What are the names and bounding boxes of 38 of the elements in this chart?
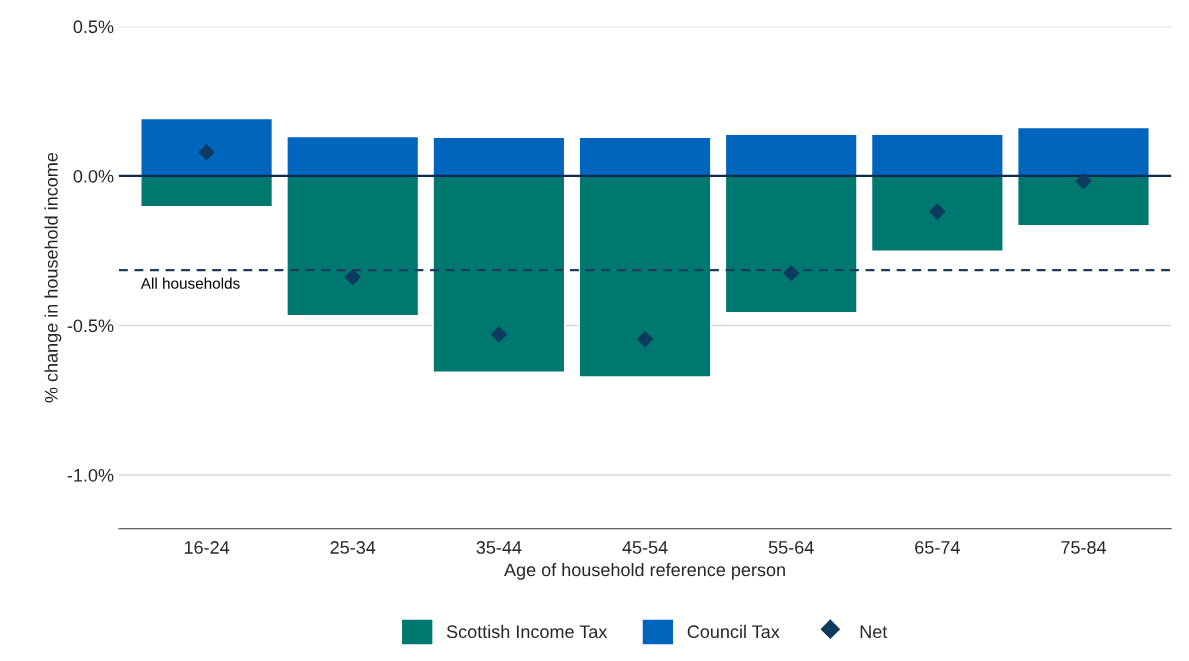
point — [198, 144, 215, 161]
bar — [724, 175, 858, 314]
point — [490, 326, 508, 343]
point — [782, 264, 800, 282]
bar — [870, 133, 1004, 177]
point — [636, 331, 654, 348]
x-tick-label: 55-64 — [768, 541, 814, 554]
x-axis-title: Age of household reference person — [504, 562, 785, 580]
bar — [140, 117, 274, 177]
bar — [286, 175, 420, 317]
bar — [432, 136, 566, 177]
point — [929, 203, 946, 220]
bar — [140, 175, 274, 208]
x-tick-label: 25-34 — [330, 541, 376, 554]
y-tick-label: 0.5% — [73, 20, 114, 34]
point — [1075, 172, 1092, 190]
y-tick-label: -1.0% — [67, 468, 114, 482]
legend-label: Net — [860, 625, 888, 639]
bar — [432, 175, 566, 373]
x-tick-label: 65-74 — [915, 541, 960, 554]
x-tick-label: 16-24 — [184, 541, 230, 554]
legend-label: Council Tax — [687, 624, 780, 639]
bar — [870, 175, 1004, 253]
x-tick-label: 75-84 — [1061, 541, 1107, 554]
y-tick-label: -0.5% — [67, 319, 114, 333]
x-tick-label: 35-44 — [476, 541, 522, 554]
bar — [578, 175, 712, 378]
bar — [286, 135, 420, 177]
bar — [578, 136, 712, 177]
bar — [724, 133, 858, 177]
ref-line-label: All households — [140, 277, 240, 289]
y-tick-label: 0.0% — [73, 169, 114, 183]
bar — [1017, 126, 1150, 177]
bar — [1017, 175, 1150, 227]
y-axis-title: % change in household income — [44, 152, 62, 403]
x-tick-label: 45-54 — [622, 541, 668, 554]
legend-label: Scottish Income Tax — [446, 624, 608, 639]
point — [344, 268, 361, 286]
